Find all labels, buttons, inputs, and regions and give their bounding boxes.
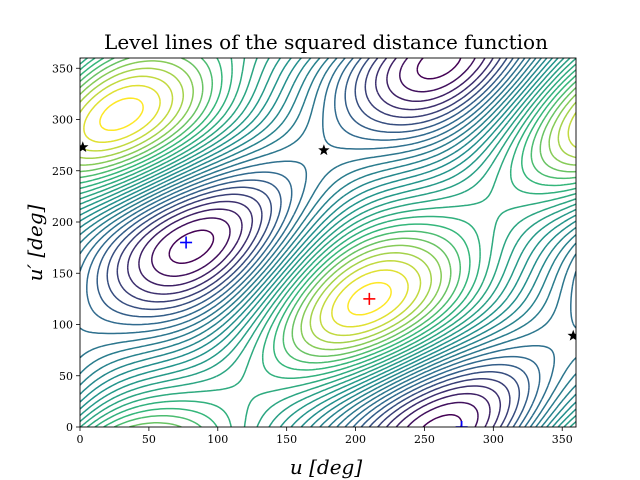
contour-level [80, 58, 576, 427]
contour-level [80, 58, 576, 427]
contour-level [116, 58, 511, 427]
x-tick-label: 150 [276, 433, 297, 446]
contour-level [80, 58, 576, 427]
y-tick-label: 0 [66, 421, 73, 434]
contour-level [96, 58, 530, 427]
contour-level [99, 97, 392, 316]
saddle-point-marker [318, 144, 330, 156]
contour-level [80, 58, 576, 427]
y-tick-label: 100 [52, 319, 73, 332]
y-tick-label: 50 [59, 370, 73, 383]
x-axis-label: u [deg] [290, 455, 362, 479]
contour-level [80, 58, 576, 427]
y-tick-label: 200 [52, 216, 73, 229]
contour-level [80, 58, 576, 427]
contour-level [80, 67, 576, 344]
contour-level [83, 84, 409, 328]
contour-level [80, 58, 576, 427]
contour-level [138, 58, 491, 427]
contour-level [80, 58, 576, 427]
contour-level [80, 75, 576, 337]
contour-level [168, 58, 463, 427]
contour-level [126, 58, 502, 427]
contour-level [86, 58, 541, 427]
y-tick-label: 150 [52, 267, 73, 280]
x-tick-label: 350 [552, 433, 573, 446]
critical-point-markers [80, 141, 576, 427]
saddle-point-marker [80, 141, 89, 152]
y-tick-label: 350 [52, 62, 73, 75]
contour-level [151, 58, 479, 427]
saddle-point-marker [567, 329, 576, 341]
minimum-marker [455, 421, 468, 427]
x-tick-label: 100 [207, 433, 228, 446]
contour-level [80, 58, 576, 427]
y-axis-label: u′ [deg] [23, 204, 47, 281]
contour-level [80, 58, 576, 427]
y-tick-label: 250 [52, 165, 73, 178]
contour-level [80, 58, 576, 427]
minimum-marker [180, 236, 193, 249]
plot-frame [79, 57, 577, 428]
chart-title: Level lines of the squared distance func… [104, 30, 548, 54]
contour-level [80, 60, 576, 351]
maximum-marker [363, 292, 376, 305]
contour-lines [80, 58, 576, 427]
x-tick-label: 250 [414, 433, 435, 446]
y-axis: 0 50 100 150 200 250 300 350 [52, 62, 80, 434]
x-axis: 0 50 100 150 200 250 300 350 [77, 427, 573, 446]
contour-level [80, 58, 576, 427]
x-tick-label: 0 [77, 433, 84, 446]
x-tick-label: 300 [483, 433, 504, 446]
x-tick-label: 50 [142, 433, 156, 446]
x-tick-label: 200 [345, 433, 366, 446]
contour-level [106, 58, 521, 427]
contour-level [80, 58, 576, 427]
y-tick-label: 300 [52, 114, 73, 127]
